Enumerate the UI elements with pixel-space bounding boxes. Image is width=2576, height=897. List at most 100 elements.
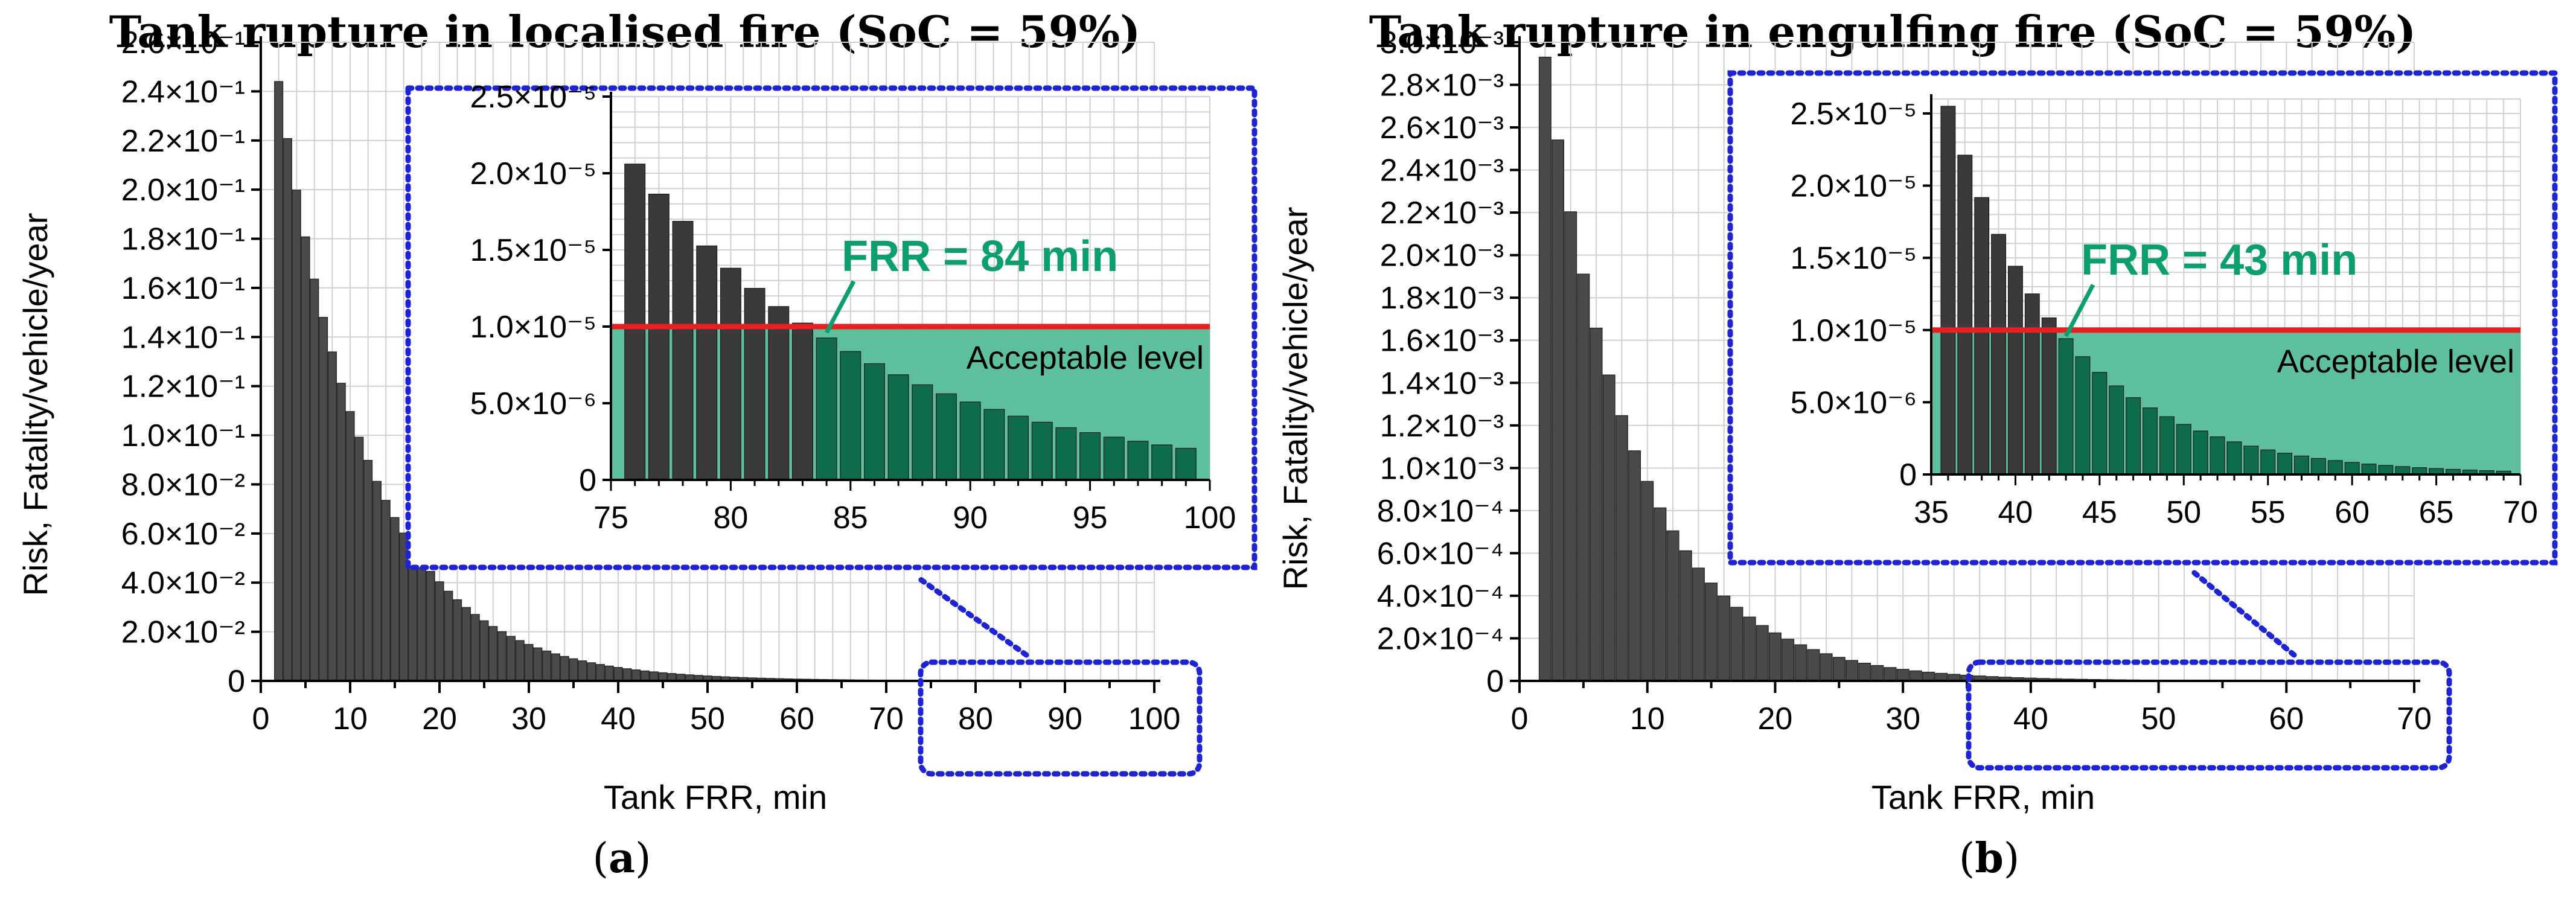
acceptable-level-label-a: Acceptable level [967, 340, 1204, 376]
y-tick-label: 2.0×10⁻⁴ [1377, 621, 1504, 656]
y-tick-label: 1.0×10⁻³ [1380, 451, 1504, 486]
y-tick-label: 0 [228, 664, 245, 699]
bar [560, 656, 569, 682]
x-tick-label: 0 [252, 701, 270, 736]
inset-y-tick-label: 1.5×10⁻⁵ [1791, 241, 1917, 276]
x-tick-label: 60 [779, 701, 814, 736]
inset-x-tick-label: 45 [2082, 495, 2117, 530]
bar [1654, 507, 1667, 682]
chart-title-a: Tank rupture in localised fire (SoC = 59… [109, 6, 1140, 57]
bar [1615, 415, 1628, 682]
bar [1552, 139, 1565, 682]
bar [354, 436, 364, 682]
x-tick-label: 100 [1128, 701, 1181, 736]
y-tick-label: 2.0×10⁻³ [1380, 238, 1504, 273]
x-tick-label: 90 [1047, 701, 1082, 736]
bar [1756, 625, 1769, 682]
inset-x-tick-label: 85 [833, 500, 868, 535]
inset-y-tick-label: 2.0×10⁻⁵ [470, 156, 597, 191]
bar [363, 459, 373, 682]
inset-x-tick-label: 100 [1184, 500, 1236, 535]
bar [1705, 583, 1718, 682]
y-tick-label: 1.6×10⁻³ [1380, 324, 1504, 359]
bar [497, 631, 507, 682]
y-tick-label: 2.4×10⁻³ [1380, 153, 1504, 188]
x-axis-label-b: Tank FRR, min [1871, 778, 2095, 816]
inset-y-tick-label: 2.5×10⁻⁵ [1791, 97, 1917, 132]
bar [417, 559, 426, 682]
bar [345, 411, 355, 682]
bar [1922, 671, 1935, 682]
inset-bar [2075, 356, 2091, 475]
subfigure-label-b: (b) [1959, 834, 2020, 883]
inset-bar [2024, 293, 2040, 475]
x-tick-label: 60 [2269, 701, 2304, 736]
bar [319, 317, 328, 682]
bar [1666, 530, 1680, 682]
bar [444, 590, 453, 682]
x-tick-label: 70 [869, 701, 904, 736]
bar [595, 664, 605, 682]
subfigure-letter-a: a [609, 834, 635, 883]
inset-bar [2007, 266, 2023, 475]
inset-bar [672, 221, 694, 480]
bar [1564, 211, 1577, 682]
panel-b: Tank rupture in engulfing fire (SoC = 59… [1276, 6, 2558, 883]
bar [283, 138, 292, 682]
y-tick-label: 2.0×10⁻² [121, 615, 245, 650]
inset-bar [912, 384, 933, 480]
inset-bar [648, 193, 670, 480]
bar [649, 671, 659, 682]
inset-bar [1103, 436, 1125, 480]
inset-bar [2327, 460, 2343, 475]
inset-bar [624, 164, 646, 480]
bar [1590, 327, 1603, 682]
inset-x-tick-label: 90 [953, 500, 988, 535]
y-tick-label: 0 [1486, 664, 1504, 699]
bar [435, 581, 444, 682]
y-tick-label: 1.2×10⁻³ [1380, 409, 1504, 444]
inset-bar [2176, 424, 2191, 475]
bar [613, 667, 623, 682]
inset-bar [2243, 445, 2259, 475]
bar [604, 665, 614, 682]
y-tick-label: 1.4×10⁻¹ [121, 320, 245, 355]
inset-x-tick-label: 75 [593, 500, 628, 535]
inset-x-tick-label: 55 [2251, 495, 2286, 530]
bar [1743, 616, 1756, 682]
bar [1782, 639, 1795, 682]
y-tick-label: 6.0×10⁻⁴ [1377, 536, 1504, 571]
inset-y-tick-label: 5.0×10⁻⁶ [470, 386, 596, 421]
inset-bar [983, 409, 1005, 480]
bar [426, 570, 435, 682]
frr-label-b: FRR = 43 min [2081, 236, 2357, 284]
inset-y-tick-label: 2.5×10⁻⁵ [470, 80, 597, 115]
bar [533, 647, 543, 682]
bar [578, 660, 587, 682]
x-tick-label: 50 [690, 701, 725, 736]
bar [1768, 632, 1782, 682]
bar [1730, 607, 1743, 682]
bar [569, 658, 578, 682]
frr-pointer-a [825, 280, 856, 334]
inset-box-b [1727, 70, 2558, 566]
y-tick-label: 1.8×10⁻¹ [121, 222, 245, 257]
inset-bar [2143, 407, 2158, 475]
bar [1718, 595, 1731, 682]
zoom-region-box-b [1966, 659, 2452, 771]
inset-bar [720, 267, 741, 480]
inset-x-tick-label: 35 [1914, 495, 1949, 530]
y-tick-label: 1.0×10⁻¹ [121, 418, 245, 453]
x-tick-label: 20 [1758, 701, 1793, 736]
inset-bar [816, 337, 837, 480]
inset-bar [2193, 430, 2208, 475]
inset-bar [959, 401, 981, 480]
bar [587, 662, 596, 682]
inset-x-tick-label: 70 [2503, 495, 2538, 530]
inset-y-tick-label: 2.0×10⁻⁵ [1791, 169, 1917, 204]
bar [1896, 669, 1910, 682]
bar [1692, 567, 1705, 682]
bar [1871, 665, 1884, 682]
inset-bar [2041, 317, 2057, 475]
bar [479, 620, 489, 682]
